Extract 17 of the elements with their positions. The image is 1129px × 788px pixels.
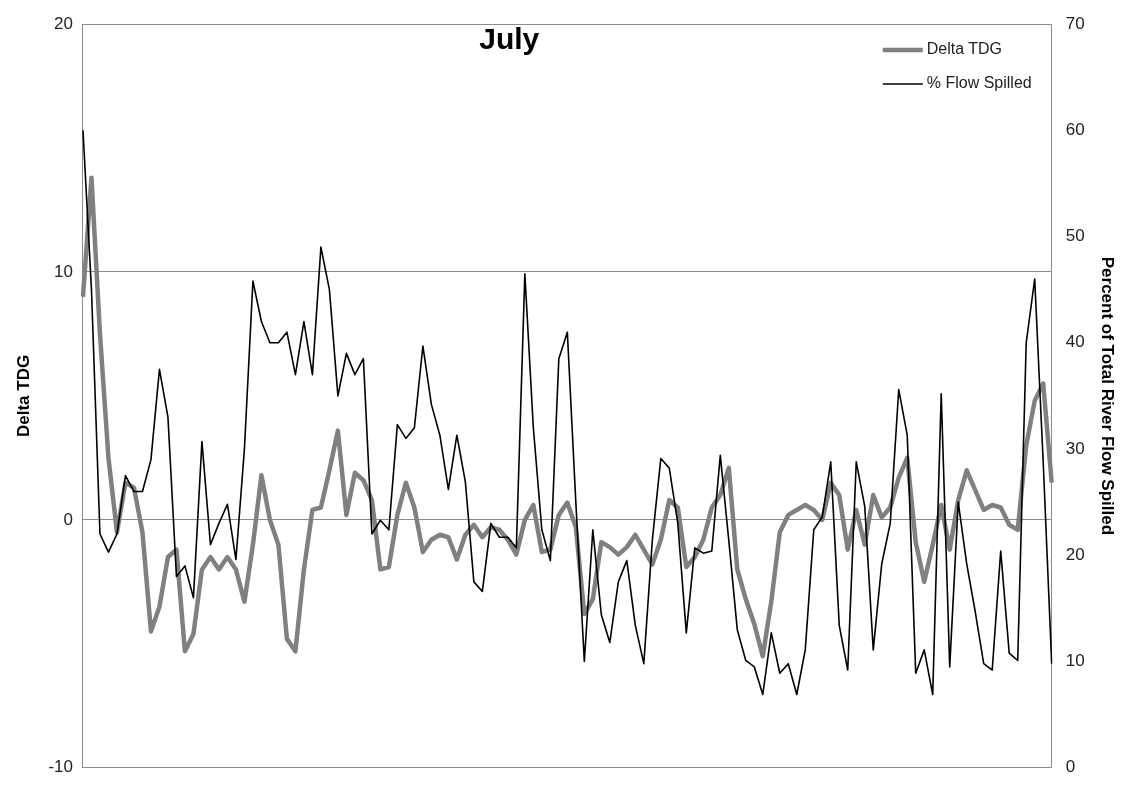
y-tick-label: -10: [48, 757, 73, 777]
y2-tick-label: 30: [1065, 438, 1085, 458]
legend-label: % Flow Spilled: [926, 74, 1032, 92]
y2-tick-label: 60: [1065, 119, 1085, 139]
chart-title: July: [479, 22, 540, 56]
legend-label: Delta TDG: [926, 40, 1003, 58]
y2-tick-label: 0: [1065, 757, 1076, 777]
y-tick-label: 20: [54, 13, 73, 33]
y2-tick-label: 50: [1065, 226, 1085, 246]
y2-tick-label: 40: [1065, 332, 1085, 352]
y2-tick-label: 20: [1065, 544, 1085, 564]
y2-tick-label: 70: [1065, 13, 1085, 33]
y-tick-label: 10: [54, 261, 73, 281]
y-tick-label: 0: [63, 509, 73, 529]
y2-axis-title: Percent of Total River Flow Spilled: [1098, 256, 1118, 536]
y-axis-title: Delta TDG: [13, 354, 33, 437]
y2-tick-label: 10: [1065, 651, 1085, 671]
